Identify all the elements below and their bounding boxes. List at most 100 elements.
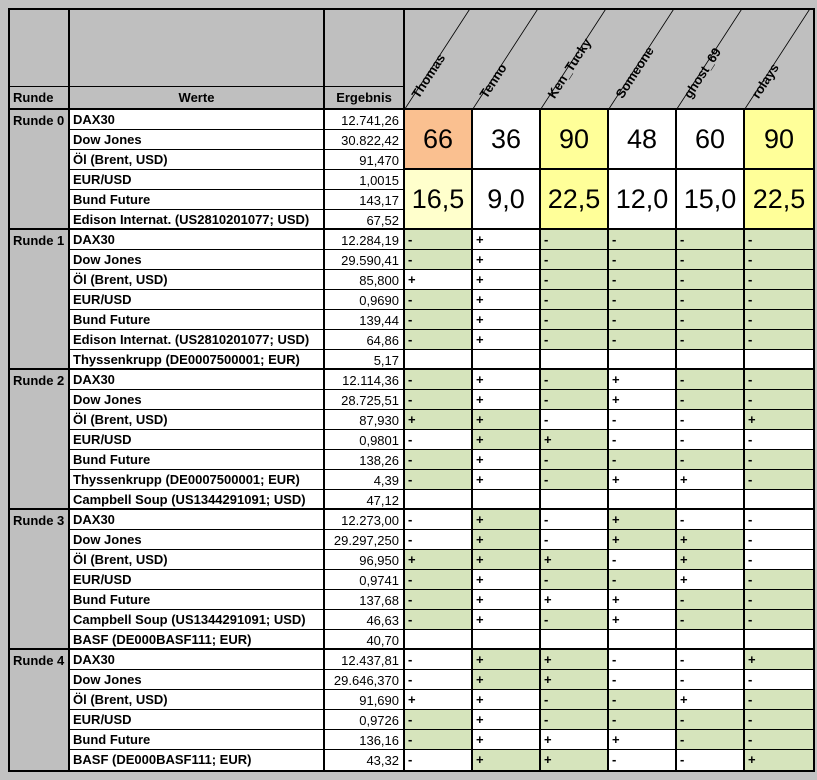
sign-cell[interactable]: - bbox=[745, 370, 813, 390]
ergebnis-cell[interactable]: 28.725,51 bbox=[325, 390, 405, 410]
sign-cell[interactable]: - bbox=[541, 310, 609, 330]
sign-cell[interactable]: + bbox=[473, 430, 541, 450]
sign-cell[interactable]: - bbox=[405, 470, 473, 490]
sign-cell[interactable]: + bbox=[405, 270, 473, 290]
ergebnis-cell[interactable]: 46,63 bbox=[325, 610, 405, 630]
sign-cell[interactable]: - bbox=[745, 430, 813, 450]
sign-cell[interactable]: + bbox=[473, 550, 541, 570]
ergebnis-cell[interactable]: 4,39 bbox=[325, 470, 405, 490]
sign-cell[interactable]: - bbox=[677, 290, 745, 310]
sign-cell[interactable]: - bbox=[541, 230, 609, 250]
werte-cell[interactable]: EUR/USD bbox=[70, 290, 325, 310]
ergebnis-cell[interactable]: 40,70 bbox=[325, 630, 405, 650]
sign-cell[interactable]: - bbox=[677, 670, 745, 690]
werte-cell[interactable]: Campbell Soup (US1344291091; USD) bbox=[70, 610, 325, 630]
sign-cell[interactable]: + bbox=[473, 590, 541, 610]
sign-cell[interactable]: - bbox=[541, 690, 609, 710]
sign-cell[interactable]: - bbox=[745, 570, 813, 590]
ergebnis-cell[interactable]: 43,32 bbox=[325, 750, 405, 770]
score-cell[interactable]: 16,5 bbox=[405, 170, 473, 230]
sign-cell[interactable]: - bbox=[405, 370, 473, 390]
sign-cell[interactable]: - bbox=[541, 610, 609, 630]
ergebnis-cell[interactable]: 143,17 bbox=[325, 190, 405, 210]
sign-cell[interactable]: - bbox=[745, 690, 813, 710]
sign-cell[interactable]: - bbox=[609, 450, 677, 470]
sign-cell[interactable]: - bbox=[405, 450, 473, 470]
werte-cell[interactable]: Öl (Brent, USD) bbox=[70, 550, 325, 570]
werte-cell[interactable]: Dow Jones bbox=[70, 390, 325, 410]
werte-cell[interactable]: Thyssenkrupp (DE0007500001; EUR) bbox=[70, 470, 325, 490]
sign-cell[interactable]: - bbox=[609, 290, 677, 310]
sign-cell[interactable]: - bbox=[541, 370, 609, 390]
sign-cell[interactable]: - bbox=[609, 230, 677, 250]
sign-cell[interactable]: + bbox=[473, 230, 541, 250]
runde-label[interactable]: Runde 1 bbox=[10, 230, 70, 370]
sign-cell[interactable]: - bbox=[745, 250, 813, 270]
sign-cell[interactable]: - bbox=[745, 390, 813, 410]
werte-cell[interactable]: DAX30 bbox=[70, 510, 325, 530]
ergebnis-cell[interactable]: 1,0015 bbox=[325, 170, 405, 190]
sign-cell[interactable] bbox=[745, 350, 813, 370]
werte-cell[interactable]: Dow Jones bbox=[70, 530, 325, 550]
sign-cell[interactable]: + bbox=[541, 730, 609, 750]
sign-cell[interactable]: - bbox=[609, 750, 677, 770]
ergebnis-cell[interactable]: 64,86 bbox=[325, 330, 405, 350]
sign-cell[interactable]: - bbox=[745, 730, 813, 750]
ergebnis-cell[interactable]: 12.741,26 bbox=[325, 110, 405, 130]
sign-cell[interactable]: - bbox=[677, 450, 745, 470]
sign-cell[interactable]: - bbox=[677, 610, 745, 630]
sign-cell[interactable]: - bbox=[405, 230, 473, 250]
sign-cell[interactable]: + bbox=[473, 610, 541, 630]
sign-cell[interactable] bbox=[473, 490, 541, 510]
sign-cell[interactable]: - bbox=[745, 450, 813, 470]
sign-cell[interactable]: - bbox=[745, 510, 813, 530]
sign-cell[interactable]: + bbox=[745, 750, 813, 770]
sign-cell[interactable]: - bbox=[677, 270, 745, 290]
sign-cell[interactable]: - bbox=[677, 710, 745, 730]
sign-cell[interactable]: - bbox=[609, 250, 677, 270]
sign-cell[interactable]: - bbox=[405, 250, 473, 270]
sign-cell[interactable]: + bbox=[609, 730, 677, 750]
sign-cell[interactable]: - bbox=[677, 310, 745, 330]
sign-cell[interactable]: - bbox=[677, 330, 745, 350]
sign-cell[interactable]: - bbox=[745, 310, 813, 330]
sign-cell[interactable]: - bbox=[405, 570, 473, 590]
sign-cell[interactable]: - bbox=[745, 710, 813, 730]
sign-cell[interactable]: - bbox=[609, 410, 677, 430]
sign-cell[interactable]: + bbox=[677, 470, 745, 490]
runde-label[interactable]: Runde 2 bbox=[10, 370, 70, 510]
sign-cell[interactable]: - bbox=[405, 650, 473, 670]
werte-cell[interactable]: BASF (DE000BASF111; EUR) bbox=[70, 750, 325, 770]
sign-cell[interactable]: + bbox=[609, 610, 677, 630]
sign-cell[interactable]: + bbox=[473, 510, 541, 530]
sign-cell[interactable] bbox=[677, 630, 745, 650]
score-cell[interactable]: 90 bbox=[541, 110, 609, 170]
ergebnis-cell[interactable]: 12.284,19 bbox=[325, 230, 405, 250]
sign-cell[interactable]: - bbox=[609, 550, 677, 570]
ergebnis-cell[interactable]: 0,9690 bbox=[325, 290, 405, 310]
sign-cell[interactable]: + bbox=[473, 290, 541, 310]
ergebnis-cell[interactable]: 0,9741 bbox=[325, 570, 405, 590]
sign-cell[interactable] bbox=[609, 490, 677, 510]
sign-cell[interactable] bbox=[541, 490, 609, 510]
sign-cell[interactable]: - bbox=[405, 730, 473, 750]
sign-cell[interactable]: - bbox=[745, 470, 813, 490]
sign-cell[interactable]: - bbox=[405, 670, 473, 690]
werte-cell[interactable]: Bund Future bbox=[70, 450, 325, 470]
sign-cell[interactable]: + bbox=[473, 270, 541, 290]
sign-cell[interactable]: + bbox=[745, 650, 813, 670]
sign-cell[interactable]: - bbox=[405, 290, 473, 310]
sign-cell[interactable]: - bbox=[745, 230, 813, 250]
sign-cell[interactable]: - bbox=[609, 690, 677, 710]
sign-cell[interactable]: + bbox=[473, 670, 541, 690]
sign-cell[interactable]: + bbox=[609, 370, 677, 390]
ergebnis-cell[interactable]: 12.273,00 bbox=[325, 510, 405, 530]
sign-cell[interactable]: + bbox=[473, 570, 541, 590]
sign-cell[interactable]: + bbox=[473, 330, 541, 350]
sign-cell[interactable]: - bbox=[405, 430, 473, 450]
werte-cell[interactable]: Edison Internat. (US2810201077; USD) bbox=[70, 330, 325, 350]
sign-cell[interactable]: + bbox=[473, 450, 541, 470]
sign-cell[interactable] bbox=[609, 630, 677, 650]
sign-cell[interactable]: + bbox=[405, 690, 473, 710]
sign-cell[interactable]: - bbox=[541, 450, 609, 470]
